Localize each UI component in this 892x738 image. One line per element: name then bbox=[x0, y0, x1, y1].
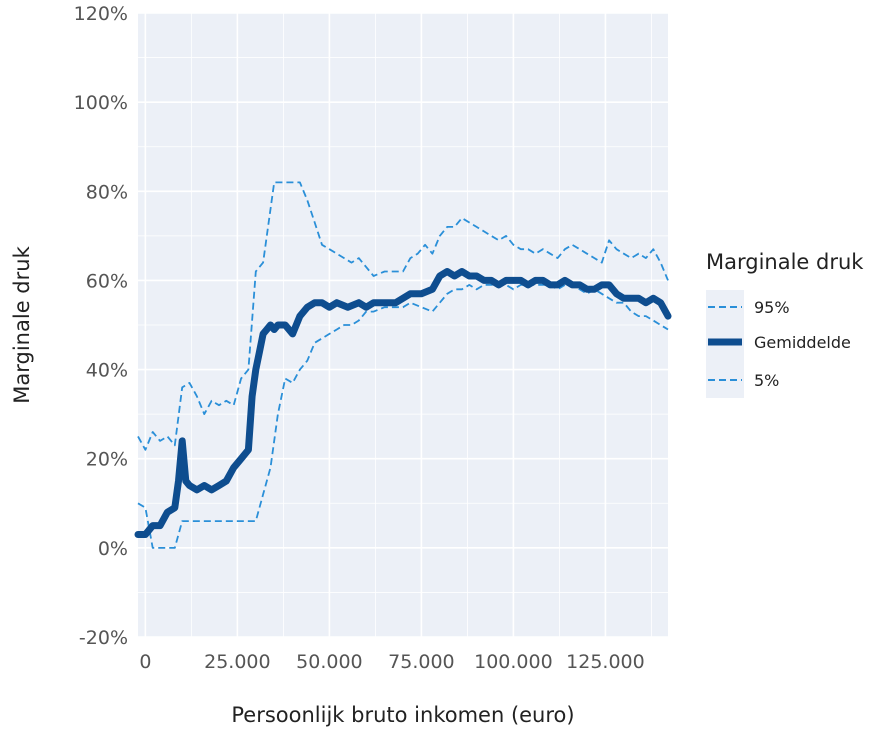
y-tick-label: 80% bbox=[86, 181, 128, 203]
x-tick-label: 50.000 bbox=[296, 651, 362, 673]
y-axis-ticks: -20% 0% 20% 40% 60% 80% 100% 120% bbox=[74, 3, 128, 649]
legend-title: Marginale druk bbox=[706, 250, 864, 274]
y-tick-label: 20% bbox=[86, 449, 128, 471]
grid-major bbox=[138, 12, 668, 638]
legend-label-95: 95% bbox=[754, 298, 790, 317]
y-axis-title: Marginale druk bbox=[10, 245, 34, 403]
legend-label-5: 5% bbox=[754, 371, 779, 390]
series-line-5 bbox=[137, 283, 669, 549]
x-tick-label: 75.000 bbox=[388, 651, 454, 673]
y-tick-label: 100% bbox=[74, 92, 128, 114]
y-tick-label: 40% bbox=[86, 360, 128, 382]
x-tick-label: 25.000 bbox=[204, 651, 270, 673]
x-axis-ticks: 0 25.000 50.000 75.000 100.000 125.000 bbox=[139, 651, 644, 673]
legend-label-gemiddelde: Gemiddelde bbox=[754, 333, 851, 352]
x-tick-label: 100.000 bbox=[474, 651, 553, 673]
series-line-95 bbox=[137, 181, 669, 451]
series-layer bbox=[134, 181, 672, 549]
y-tick-label: 60% bbox=[86, 270, 128, 292]
y-tick-label: -20% bbox=[79, 627, 128, 649]
x-tick-label: 0 bbox=[139, 651, 151, 673]
y-tick-label: 120% bbox=[74, 3, 128, 25]
y-tick-label: 0% bbox=[98, 538, 128, 560]
legend: Marginale druk 95% Gemiddelde 5% bbox=[706, 250, 864, 398]
x-axis-title: Persoonlijk bruto inkomen (euro) bbox=[231, 703, 574, 727]
x-tick-label: 125.000 bbox=[566, 651, 645, 673]
series-line-gemiddelde bbox=[134, 268, 672, 538]
grid-minor bbox=[138, 13, 668, 637]
